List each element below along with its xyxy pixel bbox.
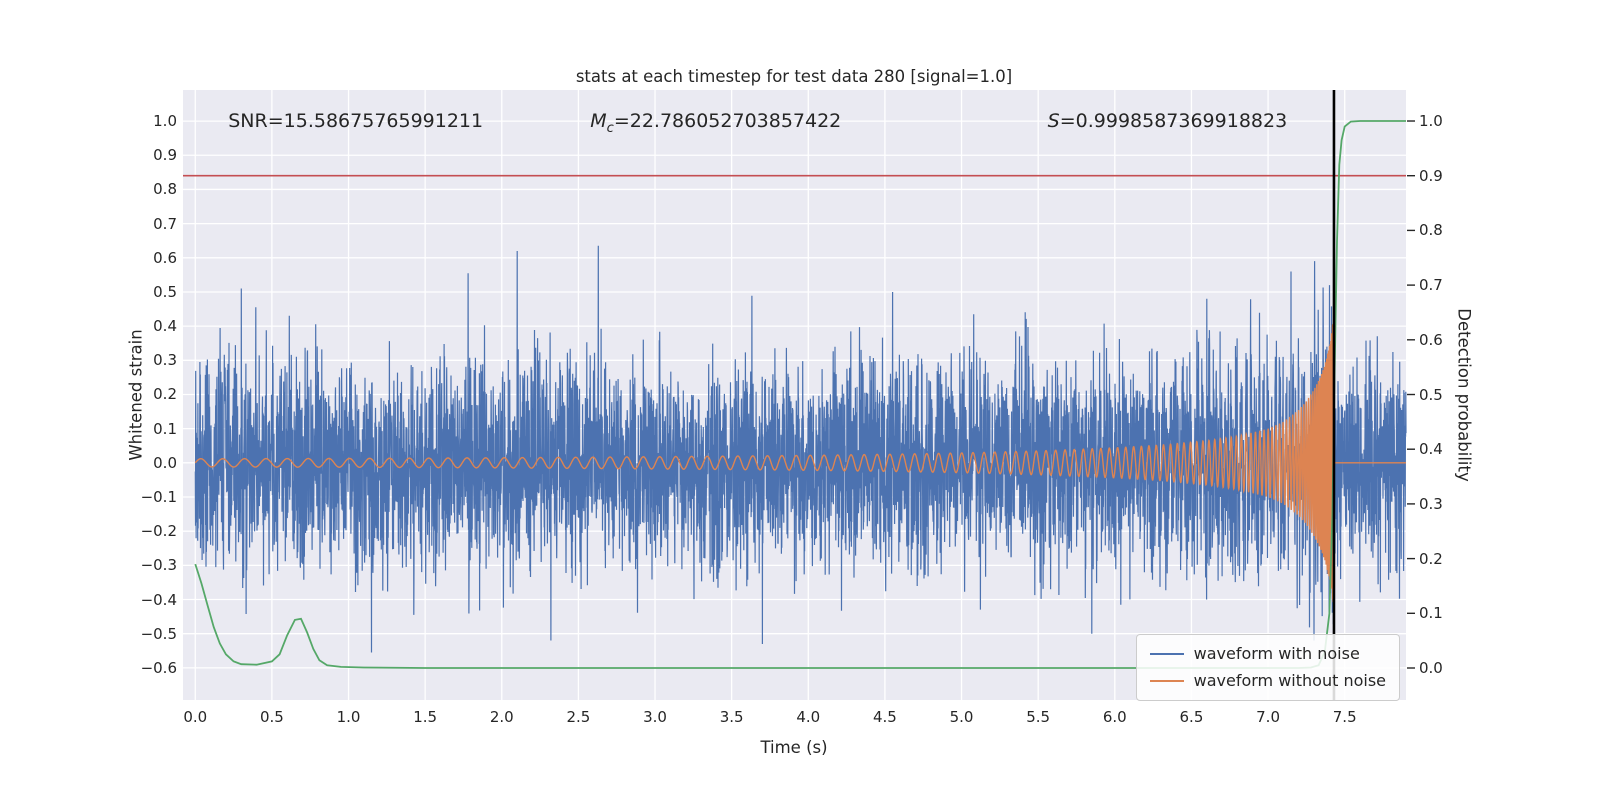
x-tick-label: 2.5 <box>566 708 591 726</box>
left-y-tick-label: 0.3 <box>153 351 177 370</box>
x-tick-label: 7.5 <box>1332 708 1357 726</box>
x-axis-label: Time (s) <box>760 738 828 757</box>
left-y-tick-label: 0.0 <box>153 453 177 472</box>
right-y-tick-label: 0.0 <box>1419 659 1443 677</box>
left-y-tick-label: 0.7 <box>153 214 177 233</box>
left-y-tick-label: 0.9 <box>153 146 177 165</box>
x-tick-label: 7.0 <box>1256 708 1280 726</box>
left-y-tick-label: −0.4 <box>140 590 177 609</box>
right-y-tick-label: 0.8 <box>1419 221 1443 240</box>
left-y-tick-label: 0.5 <box>153 282 177 301</box>
legend-label: waveform with noise <box>1193 644 1360 663</box>
right-y-tick-label: 0.5 <box>1419 385 1443 404</box>
right-y-tick-label: 0.9 <box>1419 166 1443 185</box>
x-tick-label: 2.0 <box>489 708 514 726</box>
left-y-tick-label: −0.3 <box>140 556 177 575</box>
x-tick-label: 1.5 <box>413 708 438 726</box>
right-y-tick-label: 1.0 <box>1419 112 1443 130</box>
left-y-tick-label: −0.6 <box>140 658 177 677</box>
x-tick-label: 0.5 <box>259 708 284 726</box>
x-tick-label: 4.5 <box>872 708 897 726</box>
x-tick-label: 3.0 <box>643 708 667 726</box>
right-y-tick-label: 0.6 <box>1419 330 1443 349</box>
legend-item-waveform-with-noise: waveform with noise <box>1149 643 1386 665</box>
x-tick-label: 4.0 <box>796 708 821 726</box>
x-tick-label: 1.0 <box>336 708 361 726</box>
x-tick-label: 5.0 <box>949 708 974 726</box>
annotation-s: S=0.9998587369918823 <box>1047 110 1288 133</box>
left-y-tick-label: 0.4 <box>153 317 177 336</box>
legend-item-waveform-without-noise: waveform without noise <box>1149 670 1386 692</box>
left-y-tick-label: 1.0 <box>153 112 177 131</box>
left-y-tick-label: 0.1 <box>153 419 177 438</box>
annotation-snr: SNR=15.58675765991211 <box>228 110 484 133</box>
legend-line-swatch-orange <box>1149 680 1184 682</box>
right-y-tick-label: 0.3 <box>1419 494 1443 513</box>
left-y-tick-label: −0.2 <box>140 522 177 541</box>
x-tick-label: 0.0 <box>183 708 208 726</box>
x-tick-label: 5.5 <box>1026 708 1051 726</box>
left-y-tick-label: −0.1 <box>140 488 177 506</box>
left-y-tick-label: −0.5 <box>140 624 177 643</box>
x-tick-label: 3.5 <box>719 708 744 726</box>
annotation-mc: Mc=22.786052703857422 <box>590 110 842 136</box>
legend-label: waveform without noise <box>1193 671 1386 690</box>
right-y-tick-label: 0.4 <box>1419 440 1443 459</box>
legend: waveform with noise waveform without noi… <box>1135 634 1400 701</box>
right-y-axis-label: Detection probability <box>1454 308 1474 482</box>
left-y-tick-label: 0.8 <box>153 180 177 199</box>
chart-title: stats at each timestep for test data 280… <box>575 67 1013 86</box>
left-y-tick-label: 0.2 <box>153 385 177 404</box>
right-y-tick-label: 0.7 <box>1419 276 1443 295</box>
left-y-tick-label: 0.6 <box>153 248 177 267</box>
right-y-tick-label: 0.2 <box>1419 549 1443 568</box>
x-tick-label: 6.5 <box>1179 708 1204 726</box>
x-tick-label: 6.0 <box>1102 708 1127 726</box>
right-y-tick-label: 0.1 <box>1419 604 1443 623</box>
legend-line-swatch-blue <box>1149 653 1184 655</box>
